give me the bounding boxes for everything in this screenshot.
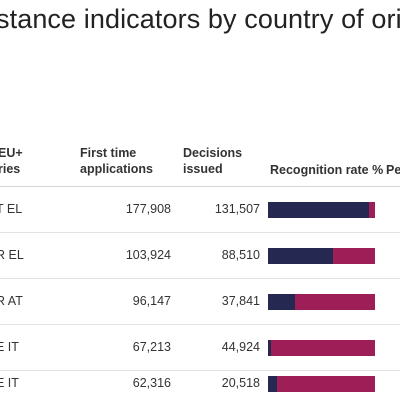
column-header-decisions-line2: issued [183,162,223,176]
recognition-rate-positive-segment [268,248,334,264]
first-time-applications-cell: 96,147 [132,294,171,308]
chart-title: stance indicators by country of ori [0,4,400,34]
country-cell: E IT [0,340,19,354]
country-cell: R AT [0,294,23,308]
column-header-country: EU+ ries [0,145,23,177]
row-divider [0,324,400,325]
table-row: R AT 96,147 37,841 [0,279,400,325]
country-cell: E IT [0,376,19,390]
recognition-rate-positive-segment [268,202,369,218]
column-header-recognition-rate: Recognition rate % [270,163,384,177]
table-row: E IT 67,213 44,924 [0,325,400,371]
decisions-issued-cell: 88,510 [221,248,260,262]
column-header-first-time-line2: applications [80,162,153,176]
row-divider [0,370,400,371]
row-divider [0,232,400,233]
country-cell: R EL [0,248,24,262]
recognition-rate-bar [268,340,375,356]
decisions-issued-cell: 20,518 [221,376,260,390]
header-divider [0,186,400,187]
decisions-issued-cell: 37,841 [221,294,260,308]
recognition-rate-positive-segment [268,294,295,310]
recognition-rate-bar [268,294,375,310]
row-divider [0,278,400,279]
recognition-rate-bar [268,202,375,218]
first-time-applications-cell: 177,908 [125,202,171,216]
first-time-applications-cell: 67,213 [132,340,171,354]
decisions-issued-cell: 131,507 [214,202,260,216]
column-header-decisions-issued: Decisions issued [183,145,242,177]
recognition-rate-bar [268,376,375,392]
column-header-decisions-line1: Decisions [183,146,243,160]
column-header-country-line1: EU+ [0,146,23,160]
column-header-first-time-applications: First time applications [80,145,153,177]
table-row: E IT 62,316 20,518 [0,361,400,407]
first-time-applications-cell: 62,316 [132,376,171,390]
column-header-country-line2: ries [0,162,21,176]
table-row: T EL 177,908 131,507 [0,187,400,233]
first-time-applications-cell: 103,924 [125,248,171,262]
country-cell: T EL [0,202,23,216]
table-row: R EL 103,924 88,510 [0,233,400,279]
recognition-rate-bar [268,248,375,264]
column-header-pe: Pe [386,163,400,177]
decisions-issued-cell: 44,924 [221,340,260,354]
recognition-rate-positive-segment [268,376,277,392]
column-header-first-time-line1: First time [80,146,137,160]
recognition-rate-positive-segment [268,340,272,356]
